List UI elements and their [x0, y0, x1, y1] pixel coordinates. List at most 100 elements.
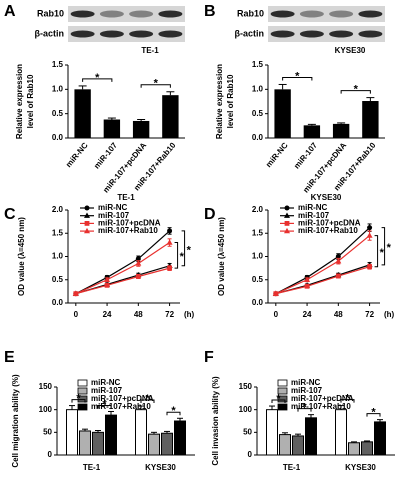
legend-swatch — [77, 395, 88, 403]
bar — [174, 420, 186, 456]
panel: B Rab10 β-actin KYSE30 0.0 0.5 1.0 1.5 Relative … — [204, 3, 385, 194]
panel: E 0 50 100 150 Cell migration ability (%) TE-1… — [4, 349, 195, 472]
legend-label: miR-107+pcDNA — [98, 219, 161, 228]
blot-label: β-actin — [235, 28, 265, 38]
x-tick-label: miR-107 — [292, 140, 319, 170]
y-tick-label: 1.0 — [52, 252, 64, 261]
chart-title: TE-1 — [117, 193, 135, 202]
bar — [162, 95, 179, 138]
chart-title: KYSE30 — [335, 46, 366, 55]
marker — [167, 265, 172, 271]
marker — [304, 276, 311, 282]
blot-label: Rab10 — [37, 8, 64, 18]
legend-swatch — [277, 403, 288, 411]
bar — [135, 409, 147, 456]
legend-swatch — [77, 403, 88, 411]
marker — [366, 232, 373, 238]
bar — [292, 435, 304, 456]
marker — [104, 282, 110, 288]
blot-label: Rab10 — [237, 8, 264, 18]
chart-title: KYSE30 — [311, 193, 342, 202]
legend-swatch — [77, 379, 88, 387]
panel-label: B — [204, 3, 216, 20]
bar — [266, 409, 278, 456]
x-tick-label: 0 — [274, 310, 279, 319]
significance-bracket — [271, 399, 286, 404]
x-tick-label: 48 — [134, 310, 143, 319]
marker — [166, 239, 173, 245]
panel-label: E — [4, 349, 15, 366]
marker — [367, 264, 372, 270]
significance-star: * — [371, 407, 376, 419]
y-axis-label: OD value (λ=450 nm) — [17, 217, 26, 296]
significance-star: * — [345, 392, 350, 404]
legend-label: miR-107 — [91, 386, 123, 395]
x-tick-label: 0 — [74, 310, 79, 319]
blot-strip — [68, 6, 185, 22]
panel-label: A — [4, 3, 16, 20]
chart-title: TE-1 — [141, 46, 159, 55]
x-tick-label: miR-107 — [92, 140, 119, 170]
bar — [362, 101, 379, 138]
marker — [335, 254, 341, 259]
bar — [103, 119, 121, 138]
series-line — [275, 227, 370, 295]
blot-band — [70, 30, 95, 38]
blot-band — [299, 10, 324, 18]
marker — [104, 276, 111, 282]
significance-star: * — [102, 398, 107, 410]
marker — [284, 227, 290, 234]
bar — [74, 89, 91, 138]
panel: F 0 50 100 150 Cell invasion ability (%) TE-1 K… — [204, 349, 395, 472]
y-tick-label: 1.0 — [52, 84, 64, 93]
x-tick-label: 48 — [334, 310, 343, 319]
blot-band — [129, 30, 154, 38]
marker — [304, 283, 310, 289]
x-tick-label: 24 — [103, 310, 112, 319]
marker — [84, 205, 90, 211]
legend-label: miR-107+Rab10 — [291, 402, 351, 411]
y-tick-label: 1.5 — [52, 228, 64, 237]
panel: A Rab10 β-actin TE-1 0.0 0.5 1.0 1.5 Relative ex… — [4, 3, 185, 194]
y-axis-label: Relative expression — [15, 64, 24, 139]
legend-label: miR-107 — [298, 211, 330, 220]
y-tick-label: 0.0 — [252, 298, 264, 307]
bar — [66, 409, 78, 456]
significance-star: * — [145, 393, 150, 405]
y-tick-label: 1.0 — [252, 252, 264, 261]
y-tick-label: 0.5 — [252, 275, 264, 284]
x-tick-label: TE-1 — [83, 463, 101, 472]
legend-label: miR-107 — [98, 211, 130, 220]
significance-bracket — [166, 411, 181, 416]
marker — [284, 221, 290, 226]
blot-band — [99, 10, 124, 18]
significance-star: * — [302, 402, 307, 414]
marker — [335, 273, 341, 279]
bar — [279, 434, 291, 456]
x-tick-label: miR-NC — [264, 141, 290, 169]
y-axis-label: Relative expression — [215, 64, 224, 139]
bar — [332, 123, 350, 138]
bar — [305, 417, 317, 456]
significance-star: * — [354, 84, 359, 96]
x-tick-label: 72 — [165, 310, 174, 319]
blot-label: β-actin — [35, 28, 65, 38]
bar — [132, 120, 150, 138]
significance-bracket — [340, 90, 371, 94]
significance-bracket — [297, 408, 312, 412]
significance-bracket — [181, 230, 186, 267]
y-tick-label: 0 — [248, 450, 253, 459]
significance-star: * — [95, 72, 100, 84]
marker — [367, 225, 373, 231]
bar — [303, 125, 321, 138]
x-tick-label: 24 — [303, 310, 312, 319]
x-tick-label: 72 — [365, 310, 374, 319]
panel-label: D — [204, 206, 216, 223]
significance-bracket — [174, 242, 179, 269]
bar — [348, 442, 360, 456]
panel-label: C — [4, 206, 16, 223]
marker — [167, 228, 173, 234]
series-line — [75, 242, 170, 295]
series-line — [275, 264, 370, 295]
